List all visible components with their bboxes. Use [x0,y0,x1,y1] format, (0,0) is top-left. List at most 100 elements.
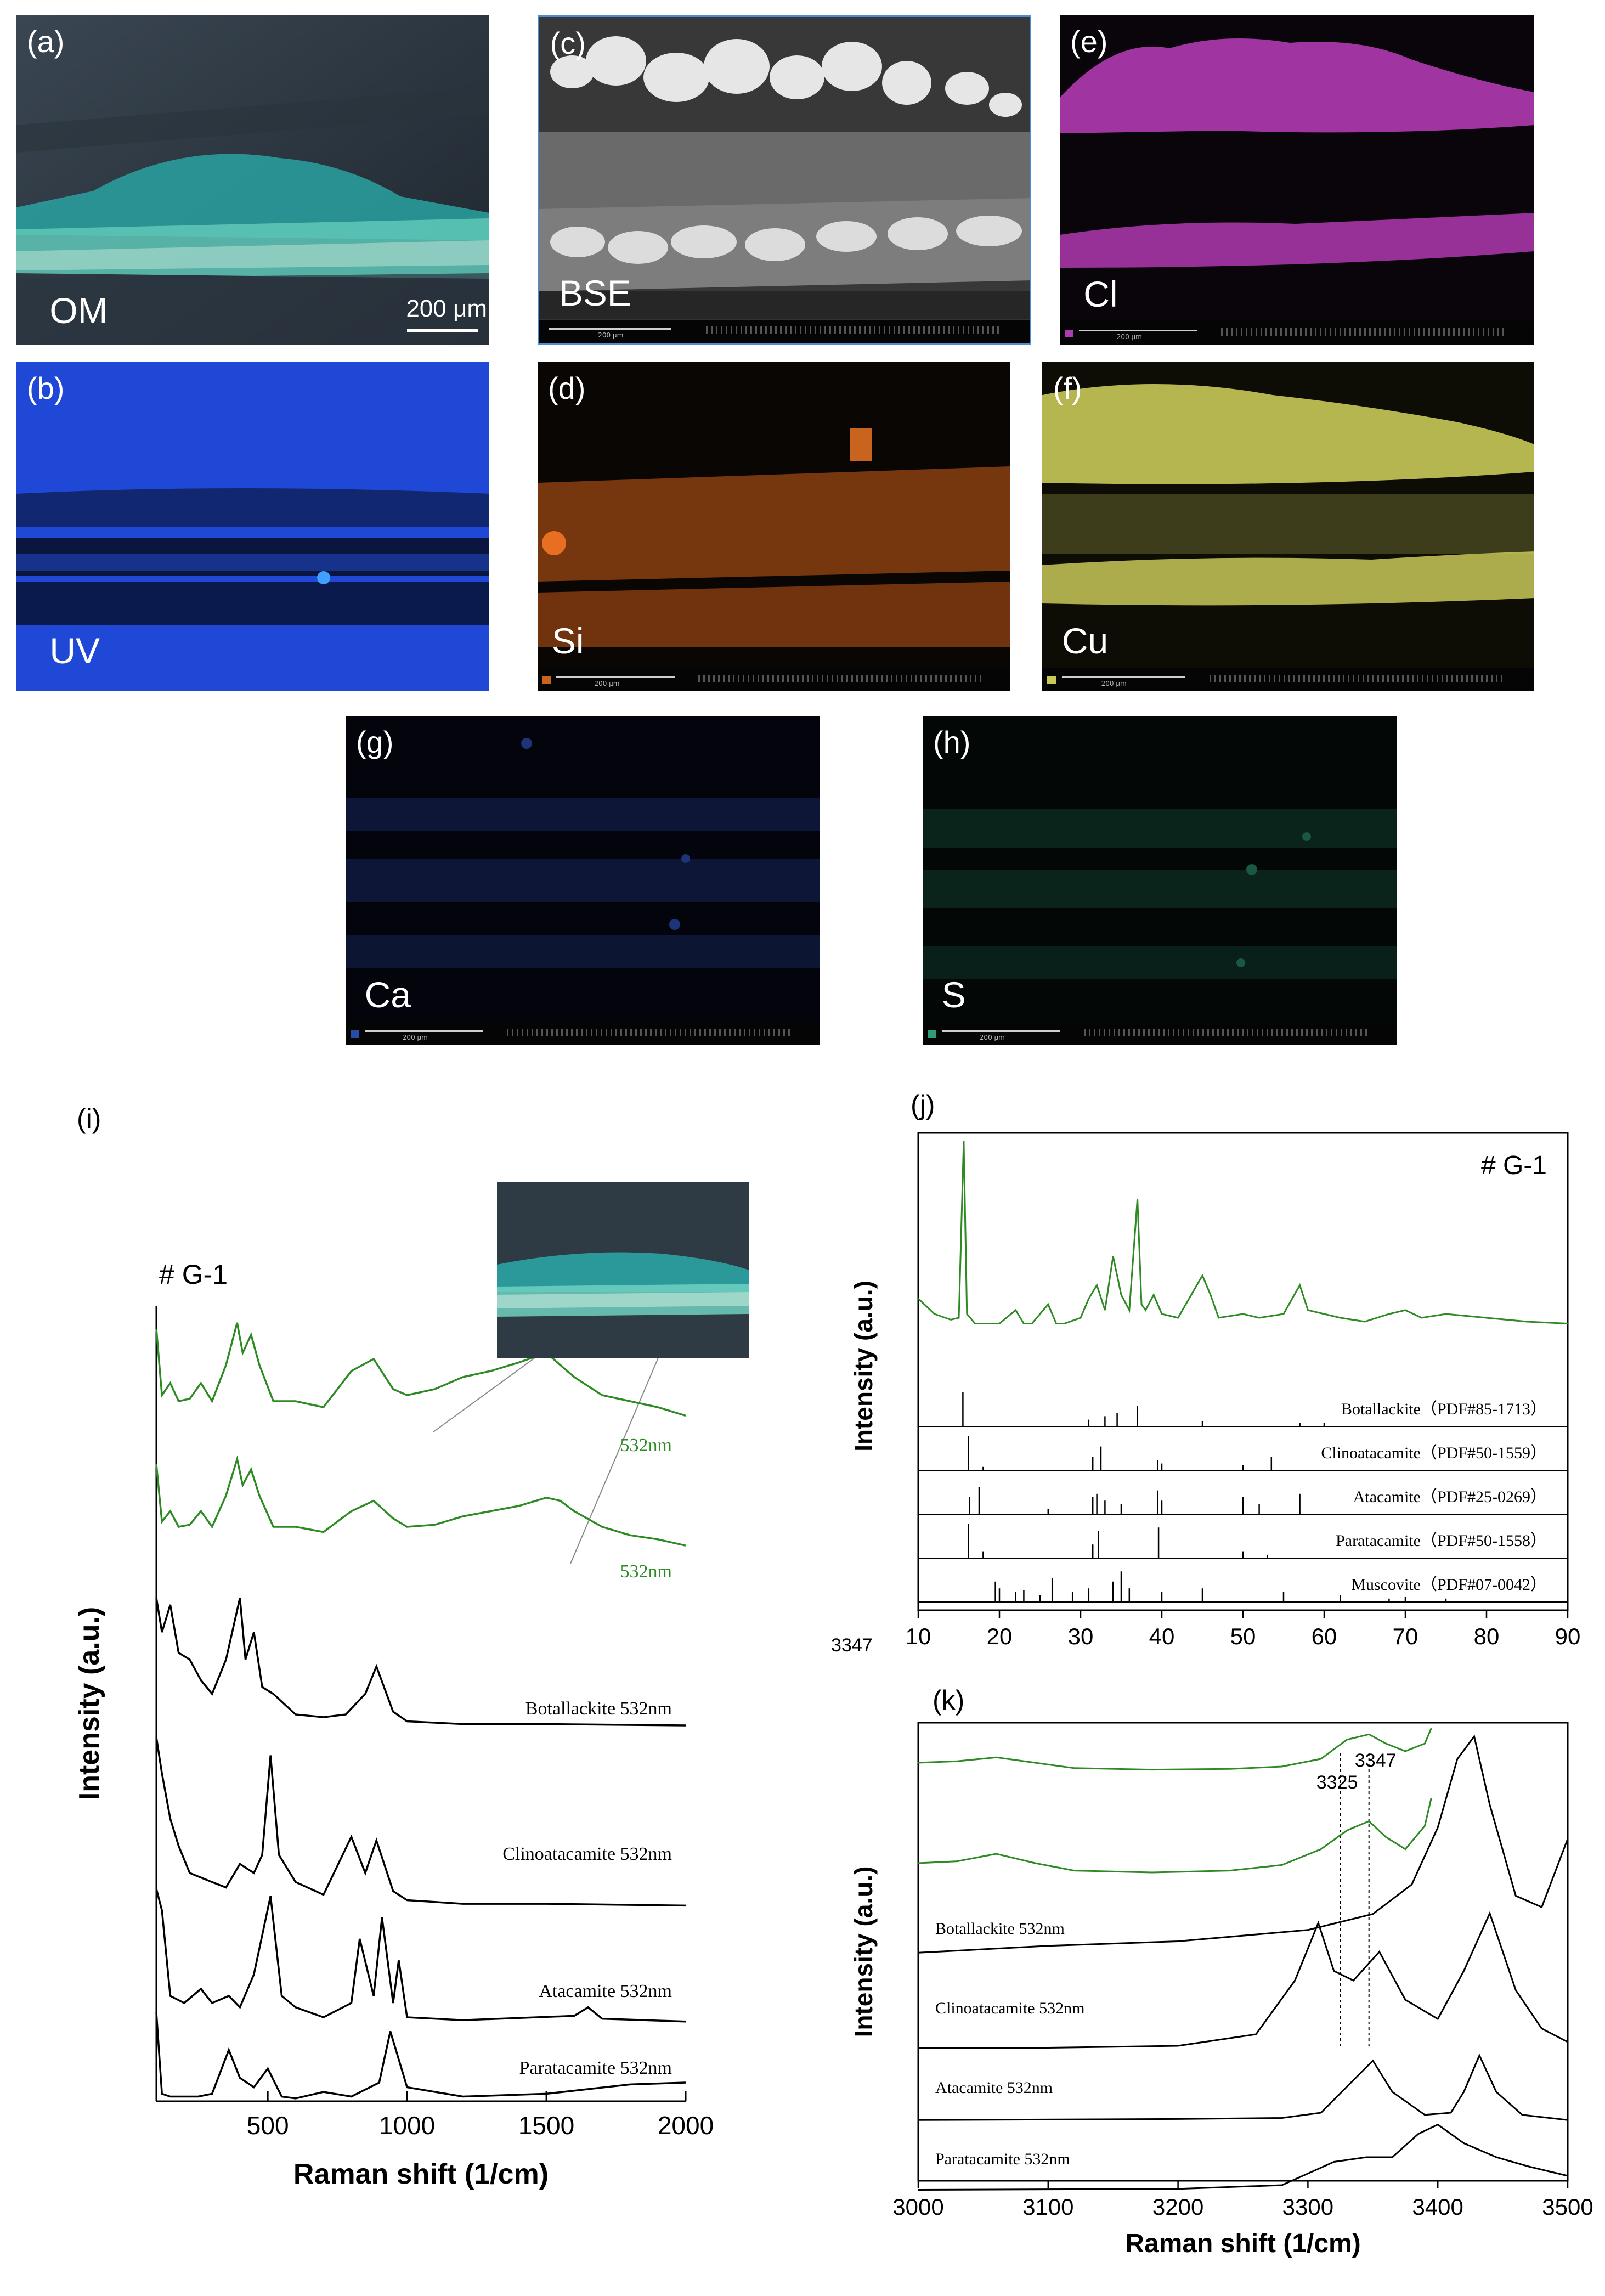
x-axis-label: Raman shift (1/cm) [293,2158,549,2190]
cu-text: Cu [1061,620,1109,661]
sem-info-bar: 200 μm [1060,321,1534,345]
scale-line [1061,676,1185,678]
sem-info-bar: 200 μm [539,319,1030,343]
panel-label-f: (f) [1053,371,1082,405]
s-map [923,716,1397,1045]
scale-line [556,676,675,678]
panel-label-j: (j) [911,1090,935,1120]
reference-label: Paratacamite（PDF#50-1558） [1336,1532,1547,1550]
x-tick-label: 40 [1149,1623,1175,1649]
spectrum-line [155,1598,686,1727]
chart-i: 500 1000 1500 2000 Raman shift (1/cm) Intensi… [74,1259,714,2190]
om-text: OM [49,290,108,331]
si-text: Si [551,620,584,661]
sem-info-bar: 200 μm [1042,668,1534,691]
x-tick-label: 500 [247,2111,289,2140]
y-axis-label: Intensity (a.u.) [849,1280,878,1452]
x-tick-label: 3000 [892,2194,943,2220]
chart-k-container: (k) 3000 3100 3200 3300 3400 3500 Raman shift … [839,1684,1596,2293]
scale-line [941,1030,1060,1032]
x-tick-label: 30 [1068,1623,1094,1649]
xrd-pattern-line [917,1141,1568,1324]
reference-label: Muscovite（PDF#07-0042） [1351,1576,1547,1594]
scale-line [364,1030,483,1032]
x-tick-label: 20 [987,1623,1013,1649]
spectrum-label: Atacamite 532nm [935,2079,1053,2097]
y-axis-label: Intensity (a.u.) [849,1866,878,2038]
spectrum-line [918,1911,1568,2049]
ca-map [346,716,820,1045]
element-color-icon [350,1030,359,1038]
reference-label: Clinoatacamite（PDF#50-1559） [1321,1444,1547,1462]
spectrum-label: Botallackite 532nm [525,1699,672,1719]
scale-text: 200 μm [1116,333,1142,341]
panel-label-a: (a) [26,24,65,59]
x-axis-label: Raman shift (1/cm) [1125,2229,1360,2258]
element-color-icon [1047,676,1056,684]
scale-text: 200 μm [402,1034,428,1041]
uv-micrograph [16,362,489,691]
cu-map [1042,362,1534,691]
spectrum-label: Paratacamite 532nm [935,2150,1070,2168]
s-text: S [941,974,966,1015]
spectrum-label: Atacamite 532nm [539,1981,672,2001]
spectrum-line [155,1888,686,2023]
panel-e-cl: (e) Cl 200 μm [1060,15,1534,345]
spectrum-label: Clinoatacamite 532nm [502,1844,672,1864]
element-color-icon [1064,329,1073,337]
chart-i-container: (i) 500 1000 1500 2000 Raman shift (1/cm) Int… [16,1097,757,2249]
x-tick-label: 60 [1312,1623,1337,1649]
panel-b-uv: (b) UV [16,362,489,691]
scale-line [1078,329,1197,331]
x-tick-label: 10 [906,1623,931,1649]
spectrum-label: 532nm [620,1435,672,1456]
spectrum-label: Botallackite 532nm [935,1920,1065,1938]
uv-text: UV [49,630,100,671]
x-tick-label: 90 [1555,1623,1581,1649]
spectrum-line [918,2123,1568,2191]
cl-map [1060,15,1534,345]
spectrum-line [155,1322,686,1417]
spectrum-line [918,1728,1432,1771]
reference-label: Atacamite（PDF#25-0269） [1353,1488,1547,1506]
x-tick-label: 70 [1393,1623,1418,1649]
cl-text: Cl [1083,274,1118,314]
inset-micrograph [497,1182,749,1358]
element-color-icon [927,1030,936,1038]
sem-info-bar: 200 μm [923,1022,1397,1045]
inset-connector [433,1357,535,1432]
spectrum-line [155,1455,686,1547]
panel-label-h: (h) [933,725,971,759]
panel-g-ca: (g) Ca 200 μm [346,716,820,1045]
x-tick-label: 80 [1474,1623,1500,1649]
panel-label-c: (c) [550,25,586,60]
spectrum-line [918,2053,1568,2121]
x-tick-label: 2000 [658,2111,714,2140]
metadata-text [507,1028,792,1037]
peak-annotation: 3325 [1316,1772,1358,1793]
om-micrograph [16,15,489,345]
metadata-text [698,674,982,683]
x-tick-label: 1000 [379,2111,435,2140]
x-tick-label: 1500 [518,2111,574,2140]
chart-j-container: (j) 10 20 30 40 50 60 70 80 90 Intensity (a.u.) # … [839,1090,1596,1673]
metadata-text [1221,328,1506,336]
scale-bar-text: 200 μm [406,295,487,322]
stray-3347-label: 3347 [831,1635,873,1656]
sample-label: # G-1 [159,1259,228,1290]
ca-text: Ca [364,974,411,1015]
x-tick-label: 3500 [1542,2194,1593,2220]
scale-text: 200 μm [1101,680,1127,687]
y-axis-label: Intensity (a.u.) [74,1607,105,1800]
inset-om-image [497,1182,749,1358]
spectrum-line [918,1734,1569,1954]
panel-label-g: (g) [356,725,394,759]
peak-annotation: 3347 [1355,1750,1397,1771]
sample-label: # G-1 [1481,1151,1547,1180]
chart-k: 3000 3100 3200 3300 3400 3500 Raman shift (1/c… [849,1722,1593,2258]
panel-c-bse: (c) BSE 200 μm [538,15,1031,345]
spectrum-label: Paratacamite 532nm [519,2058,672,2078]
x-tick-label: 3200 [1152,2194,1203,2220]
element-color-icon [542,676,551,684]
spectrum-label: Clinoatacamite 532nm [935,1999,1084,2017]
